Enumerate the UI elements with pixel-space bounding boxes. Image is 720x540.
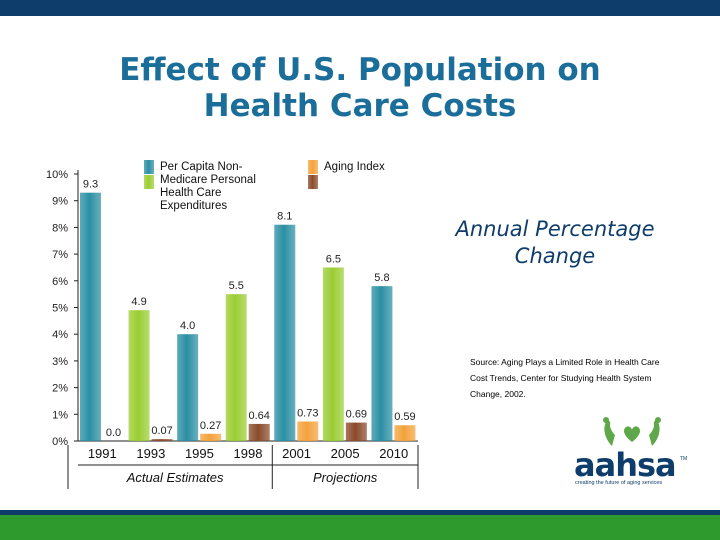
data-label-expenditures: 4.0 xyxy=(180,320,195,332)
bar-expenditures xyxy=(322,267,344,441)
x-tick-label: 2010 xyxy=(379,446,408,461)
subtitle-line-2: Change xyxy=(514,244,596,268)
data-label-expenditures: 5.5 xyxy=(229,280,244,292)
legend-swatch xyxy=(144,160,154,174)
source-note: Source: Aging Plays a Limited Role in He… xyxy=(470,354,700,402)
y-tick-label: 4% xyxy=(52,329,68,341)
legend-label: Aging Index xyxy=(324,161,385,173)
bar-aging-index xyxy=(151,439,173,441)
source-line-3: Change, 2002. xyxy=(470,389,526,399)
group-label: Projections xyxy=(313,470,378,485)
y-tick-label: 10% xyxy=(46,169,68,181)
data-label-aging-index: 0.27 xyxy=(200,420,221,432)
source-line-1: Source: Aging Plays a Limited Role in He… xyxy=(470,357,660,367)
y-tick-label: 8% xyxy=(52,222,68,234)
y-tick-label: 9% xyxy=(52,196,68,208)
data-label-expenditures: 6.5 xyxy=(326,253,341,265)
legend-swatch xyxy=(144,175,154,189)
hands-heart-icon xyxy=(603,417,661,446)
legend-label: Expenditures xyxy=(160,200,227,212)
bar-aging-index xyxy=(297,421,319,441)
x-tick-label: 2001 xyxy=(282,446,311,461)
legend-swatch xyxy=(308,160,318,174)
x-tick-label: 1993 xyxy=(136,446,165,461)
slide-title-line-2: Health Care Costs xyxy=(203,88,517,124)
bottom-bar-green xyxy=(0,515,720,540)
aahsa-logo: aahsa TM creating the future of aging se… xyxy=(572,416,692,490)
data-label-expenditures: 5.8 xyxy=(374,272,389,284)
bottom-bar-blue xyxy=(0,510,720,515)
bar-aging-index xyxy=(394,425,416,441)
y-tick-label: 3% xyxy=(52,356,68,368)
legend-label: Medicare Personal xyxy=(160,174,256,186)
bar-expenditures xyxy=(80,192,101,441)
bar-aging-index xyxy=(200,433,222,441)
logo-tagline: creating the future of aging services xyxy=(575,480,663,486)
group-label: Actual Estimates xyxy=(126,470,224,485)
data-label-aging-index: 0.0 xyxy=(106,427,121,439)
y-tick-label: 5% xyxy=(52,303,68,315)
slide-title-line-1: Effect of U.S. Population on xyxy=(119,52,601,88)
y-tick-label: 0% xyxy=(52,436,68,448)
bar-aging-index xyxy=(345,422,367,441)
bar-chart: 0% 1% 2% 3% 4% 5% 6% 7% 8% 9% 10% 9.3 0.0 1991 4.9 0.07… xyxy=(46,160,419,489)
slide-title: Effect of U.S. Population on Health Care… xyxy=(40,52,680,124)
legend-label: Per Capita Non- xyxy=(160,161,243,173)
data-label-aging-index: 0.73 xyxy=(297,408,318,420)
x-tick-label: 1995 xyxy=(185,446,214,461)
legend-label: Health Care xyxy=(160,187,221,199)
bar-expenditures xyxy=(225,294,247,441)
subtitle-line-1: Annual Percentage xyxy=(455,217,655,241)
bar-expenditures xyxy=(177,334,199,441)
x-tick-label: 1998 xyxy=(234,446,263,461)
bar-expenditures xyxy=(128,310,150,441)
y-tick-label: 6% xyxy=(52,276,68,288)
chart-panel: 0% 1% 2% 3% 4% 5% 6% 7% 8% 9% 10% 9.3 0.0 1991 4.9 0.07… xyxy=(40,158,420,492)
y-tick-label: 7% xyxy=(52,249,68,261)
data-label-expenditures: 9.3 xyxy=(83,179,98,191)
bar-expenditures xyxy=(371,286,393,441)
top-bar xyxy=(0,0,720,16)
data-label-aging-index: 0.07 xyxy=(151,425,172,437)
y-tick-label: 2% xyxy=(52,383,68,395)
legend-swatch xyxy=(308,175,318,189)
y-tick-label: 1% xyxy=(52,409,68,421)
bar-expenditures xyxy=(274,224,296,441)
logo-trademark: TM xyxy=(680,456,688,462)
data-label-expenditures: 4.9 xyxy=(131,296,146,308)
bar-aging-index xyxy=(248,423,270,441)
data-label-aging-index: 0.69 xyxy=(346,409,367,421)
data-label-aging-index: 0.59 xyxy=(394,411,415,423)
x-tick-label: 1991 xyxy=(88,446,117,461)
x-tick-label: 2005 xyxy=(331,446,360,461)
logo-text: aahsa xyxy=(574,446,677,484)
data-label-aging-index: 0.64 xyxy=(249,410,270,422)
data-label-expenditures: 8.1 xyxy=(277,211,292,223)
source-line-2: Cost Trends, Center for Studying Health … xyxy=(470,373,652,383)
chart-subtitle: Annual Percentage Change xyxy=(410,216,700,270)
